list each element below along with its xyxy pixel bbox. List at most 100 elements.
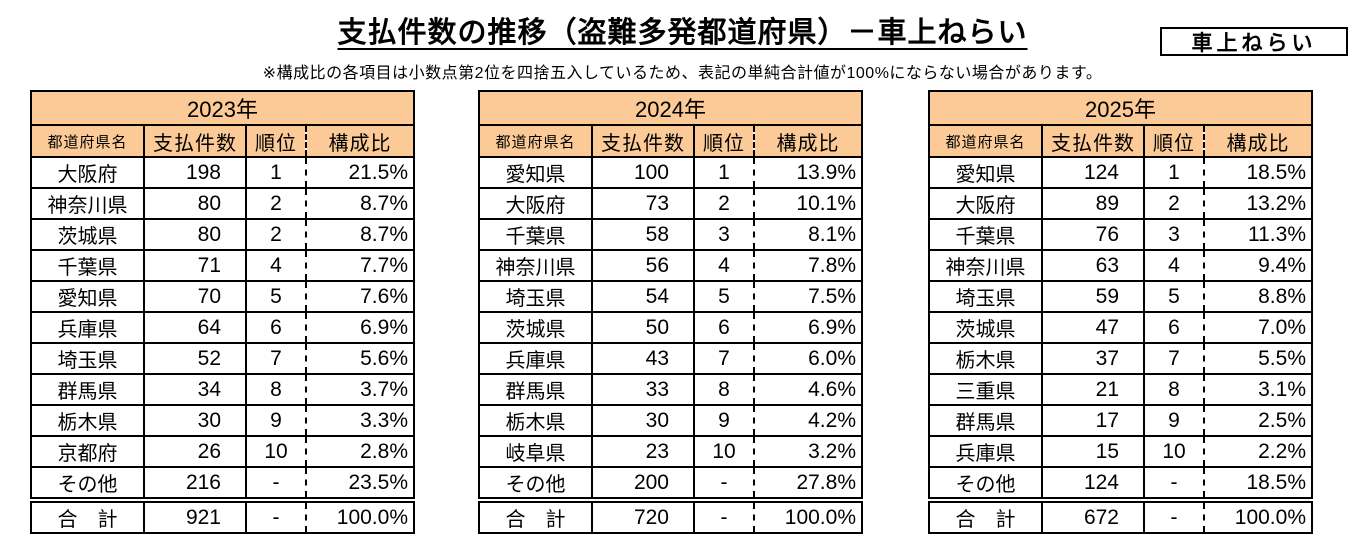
table-row: 大阪府 73 2 10.1% — [478, 187, 863, 220]
table-row: その他 124-18.5% — [928, 466, 1313, 501]
col-header-rank: 順位 — [1143, 124, 1204, 158]
rank-cell: 3 — [693, 218, 754, 251]
year-title-row: 2025年 — [928, 90, 1313, 126]
prefecture-cell: 栃木県 — [30, 404, 145, 437]
rank-cell: 5 — [693, 280, 754, 313]
count-cell: 70 — [143, 280, 247, 313]
prefecture-cell: 茨城県 — [478, 311, 593, 344]
col-header-prefecture: 都道府県名 — [478, 124, 593, 158]
ratio-cell: 3.1% — [1203, 373, 1313, 406]
count-cell: 23 — [591, 435, 695, 468]
table-row: 千葉県 71 4 7.7% — [30, 249, 415, 282]
ratio-cell: 13.2% — [1203, 187, 1313, 220]
col-header-ratio: 構成比 — [1203, 124, 1313, 158]
prefecture-cell: 群馬県 — [478, 373, 593, 406]
col-header-prefecture: 都道府県名 — [928, 124, 1043, 158]
payments-table-2023: 2023年 都道府県名 支払件数 順位 構成比 大阪府 198 1 21.5% 神奈川県… — [30, 90, 415, 534]
prefecture-cell: 埼玉県 — [30, 342, 145, 375]
ratio-cell: 13.9% — [753, 156, 863, 189]
ratio-cell: 2.2% — [1203, 435, 1313, 468]
ratio-cell: 7.8% — [753, 249, 863, 282]
rank-cell: - — [1143, 497, 1204, 534]
ratio-cell: 8.1% — [753, 218, 863, 251]
col-header-count: 支払件数 — [591, 124, 695, 158]
prefecture-cell: 神奈川県 — [928, 249, 1043, 282]
prefecture-cell: 兵庫県 — [478, 342, 593, 375]
count-cell: 30 — [143, 404, 247, 437]
rank-cell: 9 — [1143, 404, 1204, 437]
col-header-prefecture: 都道府県名 — [30, 124, 145, 158]
payments-table-2024: 2024年 都道府県名 支払件数 順位 構成比 愛知県 100 1 13.9% 大阪府 7… — [478, 90, 863, 534]
col-header-count: 支払件数 — [1041, 124, 1145, 158]
prefecture-cell: 合 計 — [928, 497, 1043, 534]
count-cell: 100 — [591, 156, 695, 189]
count-cell: 198 — [143, 156, 247, 189]
rank-cell: 4 — [1143, 249, 1204, 282]
rank-cell: - — [245, 497, 306, 534]
ratio-cell: 6.9% — [753, 311, 863, 344]
count-cell: 80 — [143, 187, 247, 220]
ratio-cell: 8.8% — [1203, 280, 1313, 313]
count-cell: 58 — [591, 218, 695, 251]
ratio-cell: 100.0% — [753, 497, 863, 534]
prefecture-cell: 群馬県 — [30, 373, 145, 406]
count-cell: 59 — [1041, 280, 1145, 313]
prefecture-cell: その他 — [478, 466, 593, 501]
prefecture-cell: 埼玉県 — [928, 280, 1043, 313]
rank-cell: 4 — [693, 249, 754, 282]
rank-cell: 3 — [1143, 218, 1204, 251]
count-cell: 17 — [1041, 404, 1145, 437]
rank-cell: 7 — [693, 342, 754, 375]
prefecture-cell: 兵庫県 — [30, 311, 145, 344]
prefecture-cell: 栃木県 — [928, 342, 1043, 375]
count-cell: 64 — [143, 311, 247, 344]
ratio-cell: 8.7% — [305, 187, 415, 220]
category-label-box: 車上ねらい — [1160, 27, 1348, 56]
ratio-cell: 18.5% — [1203, 156, 1313, 189]
table-row: 栃木県 30 9 4.2% — [478, 404, 863, 437]
table-row: その他 200-27.8% — [478, 466, 863, 501]
ratio-cell: 6.0% — [753, 342, 863, 375]
prefecture-cell: 兵庫県 — [928, 435, 1043, 468]
col-header-count: 支払件数 — [143, 124, 247, 158]
prefecture-cell: 愛知県 — [478, 156, 593, 189]
total-row: 合 計 921-100.0% — [30, 497, 415, 534]
table-row: 愛知県 124 1 18.5% — [928, 156, 1313, 189]
col-header-ratio: 構成比 — [305, 124, 415, 158]
ratio-cell: 10.1% — [753, 187, 863, 220]
prefecture-cell: 千葉県 — [30, 249, 145, 282]
table-row: 大阪府 89 2 13.2% — [928, 187, 1313, 220]
prefecture-cell: 大阪府 — [928, 187, 1043, 220]
ratio-cell: 2.5% — [1203, 404, 1313, 437]
prefecture-cell: 茨城県 — [928, 311, 1043, 344]
rank-cell: 2 — [693, 187, 754, 220]
rank-cell: 10 — [693, 435, 754, 468]
col-header-ratio: 構成比 — [753, 124, 863, 158]
count-cell: 52 — [143, 342, 247, 375]
prefecture-cell: 合 計 — [30, 497, 145, 534]
rank-cell: 8 — [693, 373, 754, 406]
year-title-row: 2023年 — [30, 90, 415, 126]
table-row: 埼玉県 59 5 8.8% — [928, 280, 1313, 313]
table-row: 茨城県 47 6 7.0% — [928, 311, 1313, 344]
rank-cell: 7 — [1143, 342, 1204, 375]
category-label: 車上ねらい — [1191, 31, 1317, 55]
rank-cell: 8 — [245, 373, 306, 406]
table-row: 兵庫県 15 10 2.2% — [928, 435, 1313, 468]
ratio-cell: 100.0% — [305, 497, 415, 534]
ratio-cell: 11.3% — [1203, 218, 1313, 251]
year-title: 2023年 — [30, 90, 415, 126]
prefecture-cell: 神奈川県 — [30, 187, 145, 220]
count-cell: 33 — [591, 373, 695, 406]
rank-cell: 1 — [693, 156, 754, 189]
count-cell: 921 — [143, 497, 247, 534]
rank-cell: 1 — [245, 156, 306, 189]
year-title: 2024年 — [478, 90, 863, 126]
total-row: 合 計 672-100.0% — [928, 497, 1313, 534]
table-row: その他 216-23.5% — [30, 466, 415, 501]
prefecture-cell: 愛知県 — [30, 280, 145, 313]
rank-cell: - — [245, 466, 306, 501]
count-cell: 21 — [1041, 373, 1145, 406]
count-cell: 73 — [591, 187, 695, 220]
count-cell: 43 — [591, 342, 695, 375]
